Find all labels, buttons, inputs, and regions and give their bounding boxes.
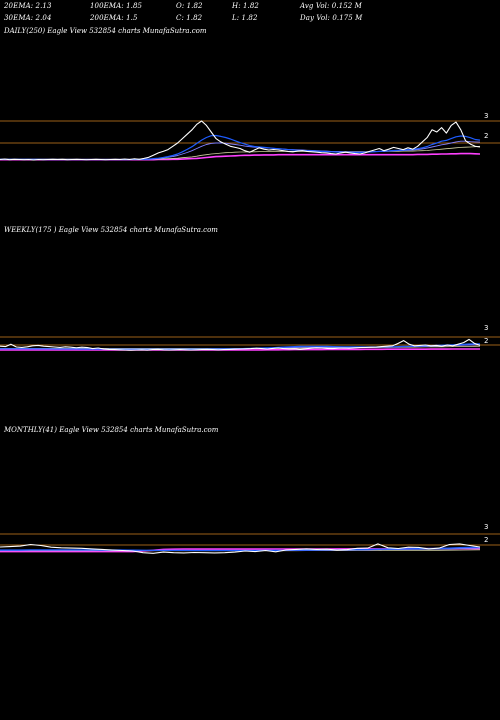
daily-chart-title: DAILY(250) Eagle View 532854 charts Muna… <box>4 27 207 35</box>
high-label: H: 1.82 <box>232 2 259 10</box>
weekly-chart-title: WEEKLY(175 ) Eagle View 532854 charts Mu… <box>4 226 218 234</box>
monthly-ema20-line <box>0 546 481 552</box>
daily-ytick-2: 2 <box>484 132 488 140</box>
weekly-chart: 32 <box>0 324 500 351</box>
daily-ema30-line <box>0 140 481 160</box>
low-label: L: 1.82 <box>232 14 258 22</box>
day-vol-label: Day Vol: 0.175 M <box>300 14 363 22</box>
monthly-ytick-3: 3 <box>484 523 488 531</box>
ema100-label: 100EMA: 1.85 <box>90 2 143 10</box>
avg-vol-label: Avg Vol: 0.152 M <box>300 2 362 10</box>
ema30-label: 30EMA: 2.04 <box>4 14 52 22</box>
weekly-ema200-line <box>0 348 480 351</box>
monthly-price-line <box>0 543 481 554</box>
close-label: C: 1.82 <box>176 14 203 22</box>
monthly-chart: 32 <box>0 523 500 554</box>
weekly-price-line <box>0 338 481 351</box>
daily-price-line <box>0 120 481 161</box>
ema200-label: 200EMA: 1.5 <box>90 14 138 22</box>
weekly-ytick-2: 2 <box>484 337 488 345</box>
weekly-ytick-3: 3 <box>484 324 488 332</box>
ema20-label: 20EMA: 2.13 <box>4 2 52 10</box>
daily-chart: 32 <box>0 112 500 161</box>
monthly-chart-title: MONTHLY(41) Eagle View 532854 charts Mun… <box>4 426 219 434</box>
open-label: O: 1.82 <box>176 2 203 10</box>
monthly-ytick-2: 2 <box>484 536 488 544</box>
daily-ytick-3: 3 <box>484 112 488 120</box>
